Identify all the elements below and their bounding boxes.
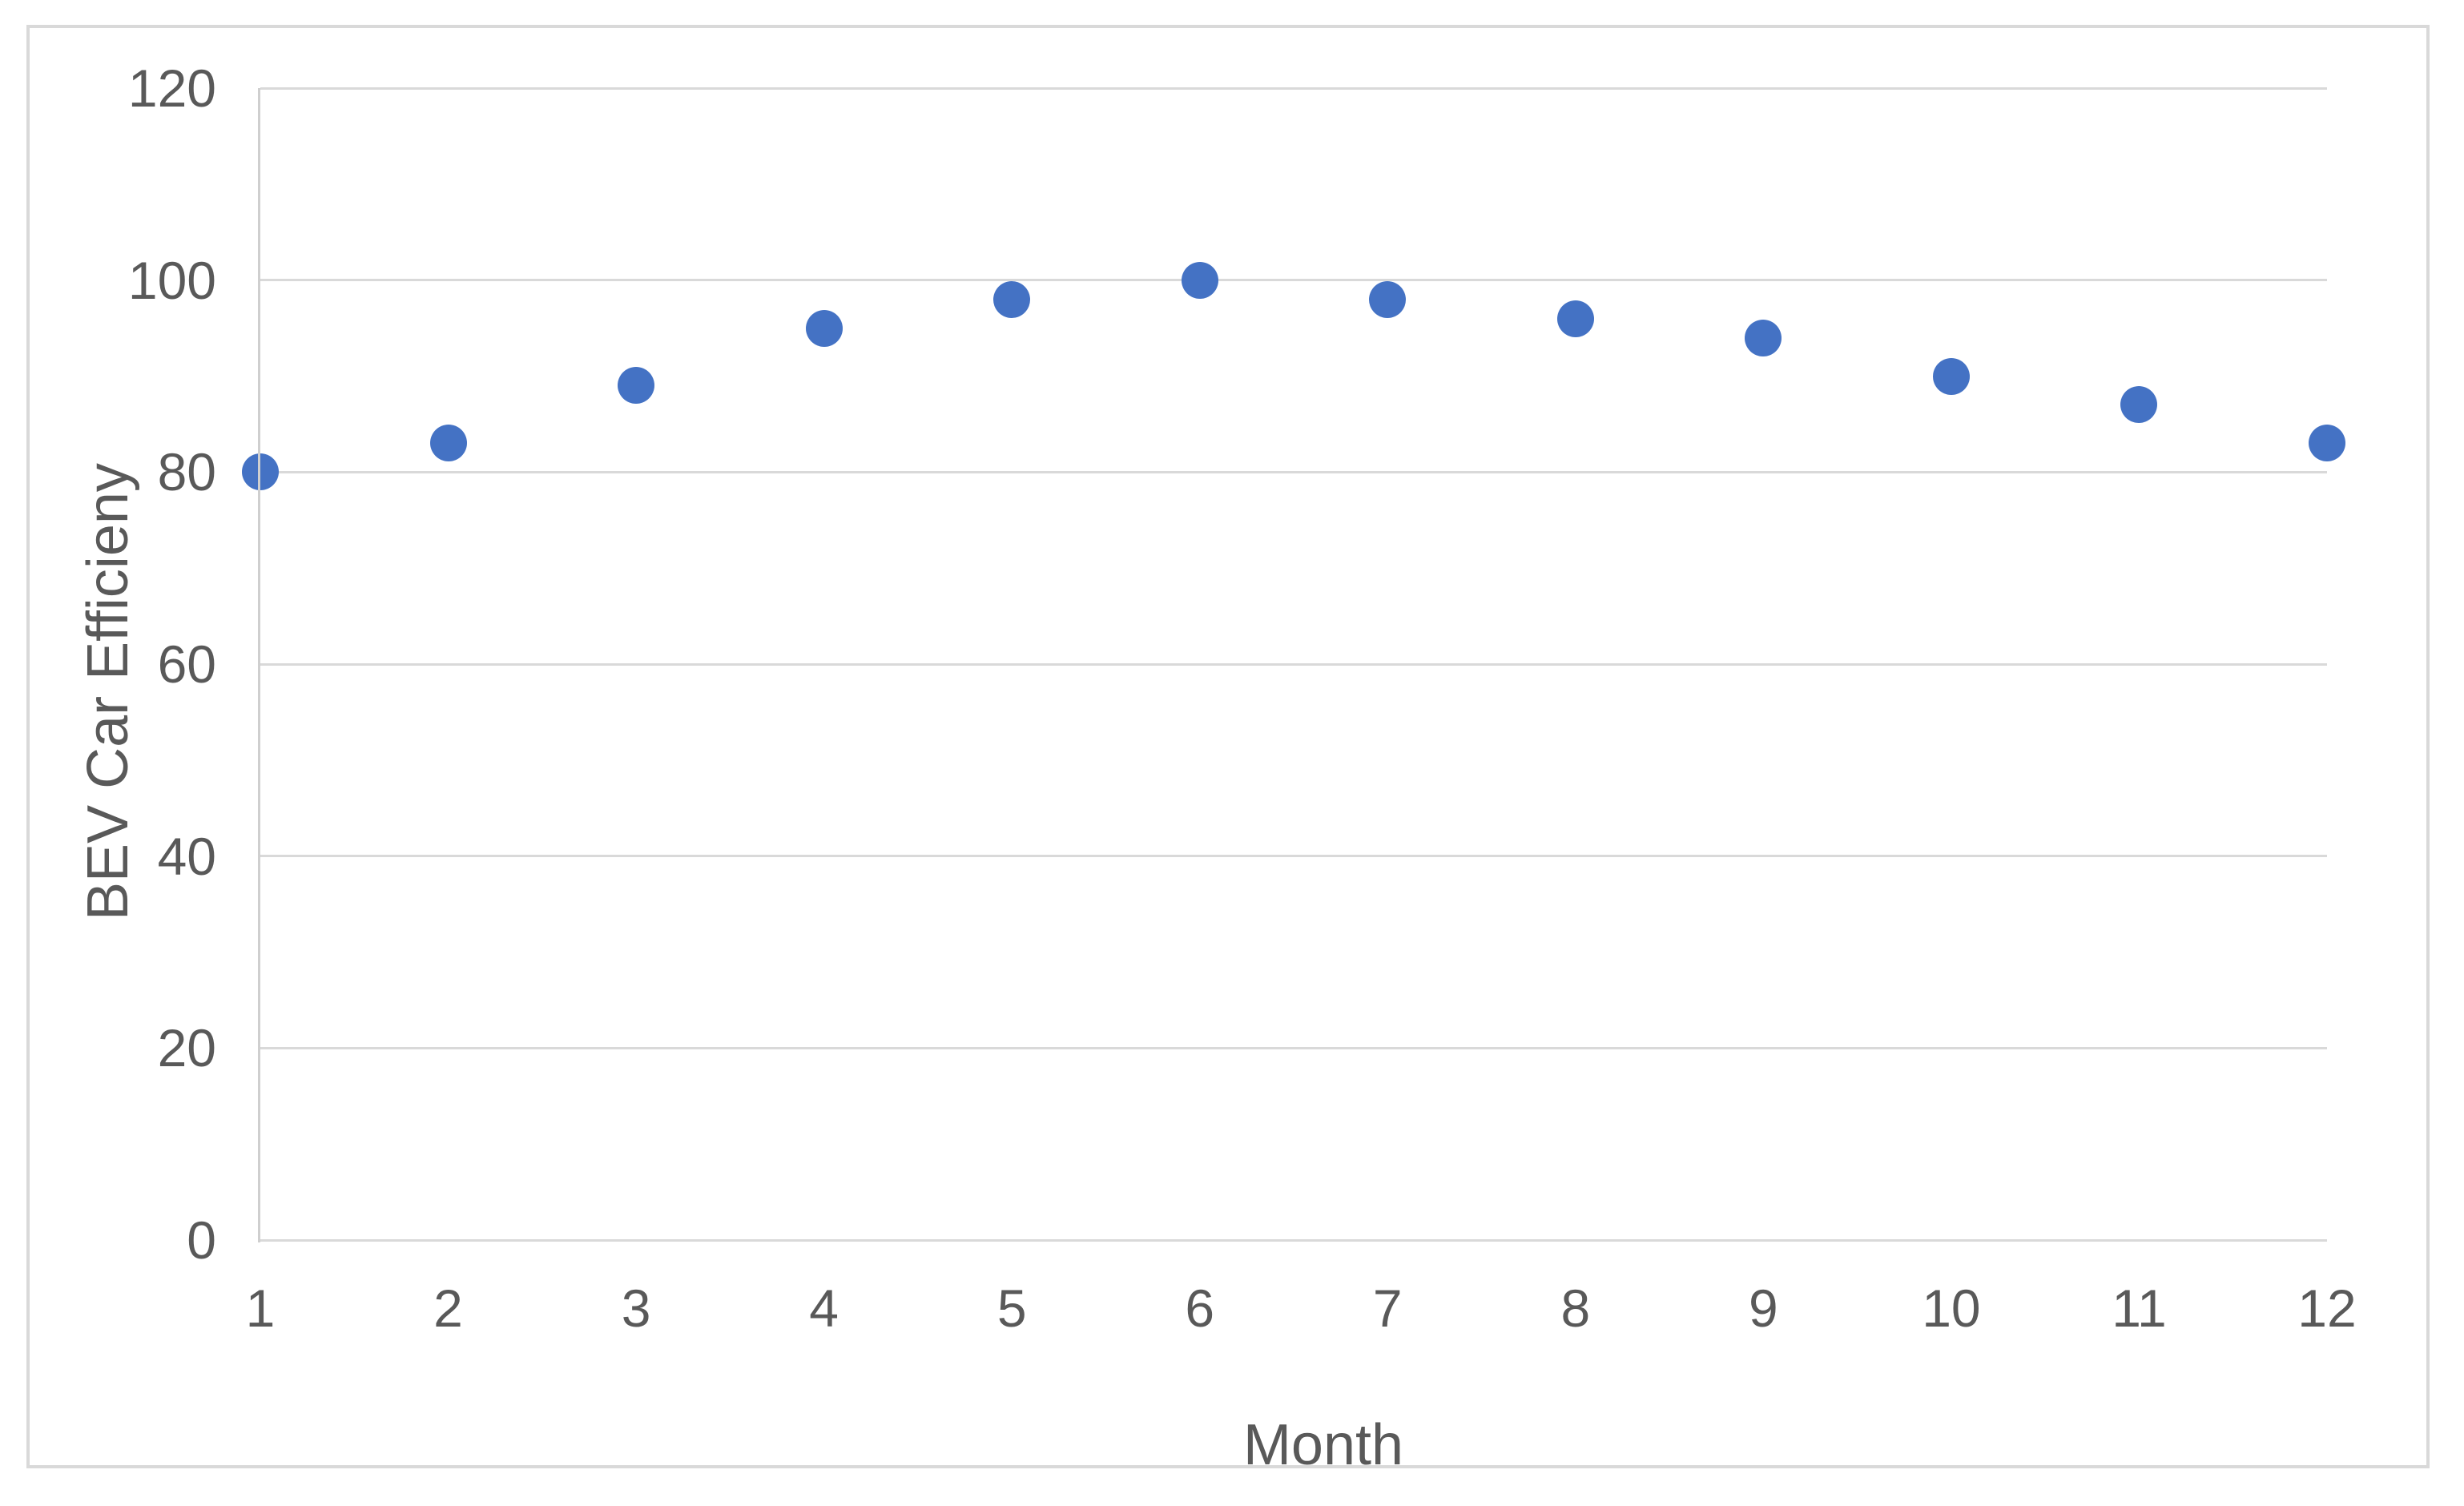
x-tick-label-1: 1	[245, 1278, 276, 1338]
data-point-month-2	[429, 425, 467, 462]
x-tick-label-12: 12	[2297, 1278, 2357, 1338]
plot-area	[242, 87, 2345, 1242]
y-tick-label-20: 20	[157, 1018, 216, 1078]
data-point-month-7	[1369, 280, 1407, 318]
data-point-month-10	[1932, 357, 1970, 395]
gridline-y-80	[260, 470, 2327, 473]
gridline-y-0	[260, 1238, 2327, 1242]
data-point-month-5	[993, 280, 1031, 318]
chart-frame: BEV Car Efficieny Month	[26, 25, 2430, 1477]
data-point-month-8	[1556, 300, 1594, 337]
x-tick-label-11: 11	[2112, 1278, 2167, 1338]
x-tick-label-5: 5	[996, 1278, 1027, 1338]
x-tick-label-10: 10	[1922, 1278, 1981, 1338]
gridline-y-120	[260, 87, 2327, 90]
data-point-month-6	[1181, 261, 1218, 299]
gridline-y-40	[260, 855, 2327, 858]
x-tick-label-2: 2	[433, 1278, 463, 1338]
data-point-month-3	[618, 367, 655, 405]
gridline-y-20	[260, 1046, 2327, 1049]
x-tick-label-7: 7	[1372, 1278, 1403, 1338]
y-tick-label-60: 60	[157, 634, 216, 694]
x-tick-label-9: 9	[1749, 1278, 1778, 1338]
y-tick-label-100: 100	[127, 250, 216, 310]
x-tick-label-6: 6	[1185, 1278, 1215, 1338]
y-axis-line	[258, 88, 260, 1242]
gridline-y-60	[260, 662, 2327, 666]
gridline-y-100	[260, 279, 2327, 282]
x-tick-label-8: 8	[1560, 1278, 1591, 1338]
x-tick-label-3: 3	[621, 1278, 651, 1338]
data-point-month-9	[1745, 319, 1782, 356]
y-tick-label-120: 120	[127, 58, 216, 118]
data-point-month-11	[2120, 386, 2158, 424]
x-tick-label-4: 4	[809, 1278, 839, 1338]
x-axis-title: Month	[1242, 1413, 1404, 1477]
data-point-month-1	[242, 453, 279, 491]
y-tick-label-80: 80	[157, 442, 216, 502]
data-point-month-4	[805, 309, 843, 347]
y-tick-label-40: 40	[157, 826, 216, 886]
y-tick-label-0: 0	[187, 1210, 216, 1270]
data-point-month-12	[2309, 425, 2345, 462]
